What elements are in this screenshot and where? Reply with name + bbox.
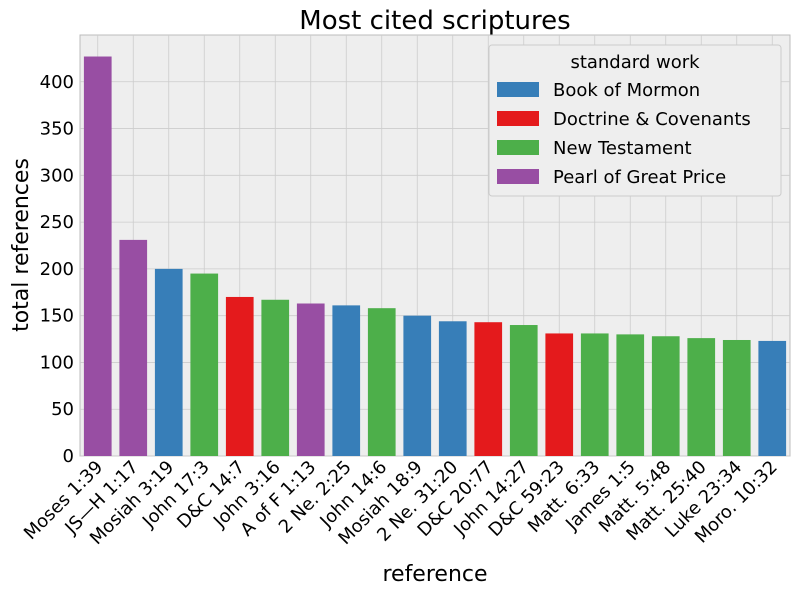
legend-swatch bbox=[497, 169, 539, 184]
bar bbox=[616, 334, 645, 456]
bar bbox=[119, 239, 148, 456]
y-tick-label: 250 bbox=[40, 212, 74, 233]
bar bbox=[225, 296, 254, 456]
bar bbox=[261, 299, 290, 456]
bar bbox=[580, 333, 609, 456]
y-tick-labels: 0 50 100 150 200 250 300 350 400 bbox=[40, 72, 74, 467]
bar bbox=[332, 305, 361, 456]
y-tick-label: 100 bbox=[40, 352, 74, 373]
legend-swatch bbox=[497, 82, 539, 97]
legend-swatch bbox=[497, 140, 539, 155]
legend-box bbox=[488, 44, 782, 197]
y-tick-label: 50 bbox=[51, 399, 74, 420]
legend-entries: Book of Mormon Doctrine & Covenants New Te… bbox=[497, 80, 751, 188]
bar bbox=[722, 339, 751, 456]
y-tick-label: 0 bbox=[63, 446, 74, 467]
y-tick-label: 300 bbox=[40, 165, 74, 186]
bar bbox=[83, 56, 112, 457]
legend: standard work Book of Mormon Doctrine & C… bbox=[488, 44, 782, 197]
y-tick-label: 350 bbox=[40, 119, 74, 140]
bar bbox=[651, 336, 680, 456]
bar bbox=[545, 333, 574, 456]
y-tick-label: 200 bbox=[40, 259, 74, 280]
bar bbox=[758, 340, 787, 456]
bar bbox=[296, 303, 325, 456]
legend-title: standard work bbox=[570, 52, 700, 73]
chart-title: Most cited scriptures bbox=[299, 6, 570, 36]
bar bbox=[367, 308, 396, 456]
bars bbox=[83, 56, 787, 457]
bar bbox=[154, 268, 183, 456]
bar bbox=[509, 325, 538, 456]
bar bbox=[403, 315, 432, 456]
x-axis-title: reference bbox=[382, 562, 487, 587]
bar bbox=[438, 321, 467, 456]
legend-label: Pearl of Great Price bbox=[553, 167, 726, 188]
y-axis-title: total references bbox=[9, 158, 34, 332]
bar bbox=[687, 338, 716, 456]
bar bbox=[190, 273, 219, 456]
y-tick-label: 400 bbox=[40, 72, 74, 93]
legend-label: Book of Mormon bbox=[553, 80, 700, 101]
y-tick-label: 150 bbox=[40, 306, 74, 327]
legend-label: Doctrine & Covenants bbox=[553, 109, 751, 130]
bar bbox=[474, 322, 503, 456]
legend-swatch bbox=[497, 111, 539, 126]
legend-label: New Testament bbox=[553, 138, 692, 159]
